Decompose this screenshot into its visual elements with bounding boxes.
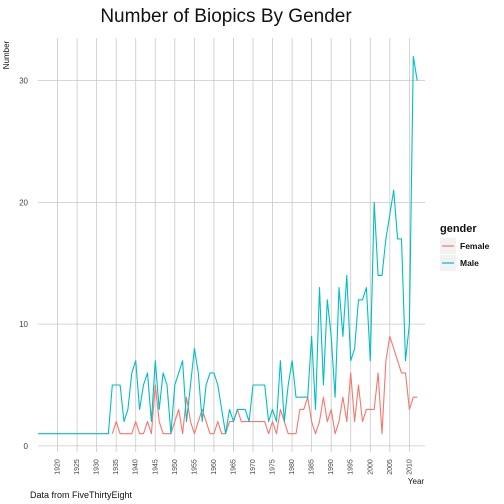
legend-label-male: Male xyxy=(460,258,479,268)
x-tick-label: 1980 xyxy=(289,459,296,475)
x-tick-label: 1960 xyxy=(211,459,218,475)
legend: gender Female Male xyxy=(440,223,490,271)
y-tick-label: 20 xyxy=(19,198,28,207)
x-tick-label: 2010 xyxy=(406,459,413,475)
x-tick-label: 1955 xyxy=(191,459,198,475)
x-tick-label: 1975 xyxy=(270,459,277,475)
x-tick-label: 1950 xyxy=(172,459,179,475)
x-tick-label: 2005 xyxy=(387,459,394,475)
chart-title: Number of Biopics By Gender xyxy=(100,6,352,27)
legend-items: Female Male xyxy=(440,238,490,271)
x-tick-label: 1925 xyxy=(74,459,81,475)
y-tick-label: 0 xyxy=(24,442,29,451)
tick-labels: 0 10 20 30 1920 1925 1930 1935 1940 1945 1950 1955 1… xyxy=(19,77,413,475)
x-tick-label: 1935 xyxy=(113,459,120,475)
legend-label-female: Female xyxy=(460,241,490,251)
series-line-female xyxy=(111,335,418,435)
x-tick-label: 1970 xyxy=(250,459,257,475)
legend-title: gender xyxy=(440,223,477,235)
series-line-male xyxy=(38,55,418,435)
data-source-caption: Data from FiveThirtyEight xyxy=(30,490,133,500)
y-tick-label: 10 xyxy=(19,320,28,329)
x-tick-label: 1920 xyxy=(55,459,62,475)
x-tick-label: 1940 xyxy=(133,459,140,475)
grid-lines xyxy=(38,38,425,452)
x-axis-label: Year xyxy=(408,477,425,486)
x-tick-label: 1965 xyxy=(230,459,237,475)
x-tick-label: 1945 xyxy=(152,459,159,475)
x-tick-label: 1985 xyxy=(309,459,316,475)
x-tick-label: 1995 xyxy=(348,459,355,475)
y-axis-label: Number xyxy=(2,40,11,69)
x-tick-label: 1930 xyxy=(94,459,101,475)
y-tick-label: 30 xyxy=(19,77,28,86)
x-tick-label: 1990 xyxy=(328,459,335,475)
series-lines xyxy=(38,55,418,435)
x-tick-label: 2000 xyxy=(367,459,374,475)
